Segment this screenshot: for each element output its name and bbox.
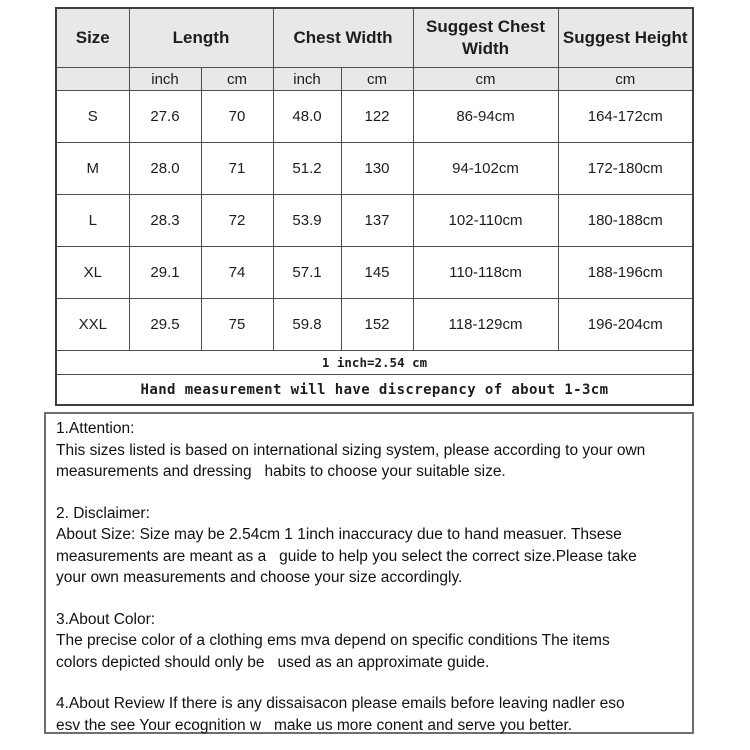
suggest-height-cell: 180-188cm [557,194,694,247]
suggest-height-cell: 188-196cm [557,246,694,299]
size-cell: M [55,142,130,195]
chest-cm-cell: 122 [340,90,414,143]
length-inch-cell: 28.0 [128,142,202,195]
note-about-review: 4.About Review If there is any dissaisac… [56,695,625,734]
suggest-chest-cell: 118-129cm [412,298,559,351]
note-attention: 1.Attention: This sizes listed is based … [56,420,646,480]
table-row-l: L 28.3 72 53.9 137 102-110cm 180-188cm [55,194,694,247]
table-subheader-row: inch cm inch cm cm cm [55,67,694,91]
subheader-unit-cell: cm [340,67,414,91]
notes-box: 1.Attention: This sizes listed is based … [44,412,694,734]
subheader-unit-cell: inch [272,67,342,91]
suggest-chest-cell: 110-118cm [412,246,559,299]
note-about-color: 3.About Color: The precise color of a cl… [56,610,610,671]
size-cell: XXL [55,298,130,351]
chest-cm-cell: 152 [340,298,414,351]
chest-inch-cell: 59.8 [272,298,342,351]
chest-cm-cell: 130 [340,142,414,195]
suggest-chest-cell: 86-94cm [412,90,559,143]
suggest-height-cell: 172-180cm [557,142,694,195]
header-suggest-height: Suggest Height [557,7,694,68]
chest-inch-cell: 51.2 [272,142,342,195]
size-cell: L [55,194,130,247]
note-disclaimer: 2. Disclaimer: About Size: Size may be 2… [56,504,637,587]
table-row-xxl: XXL 29.5 75 59.8 152 118-129cm 196-204cm [55,298,694,351]
size-cell: S [55,90,130,143]
chest-inch-cell: 57.1 [272,246,342,299]
hand-measurement-note: Hand measurement will have discrepancy o… [55,374,694,406]
table-row-s: S 27.6 70 48.0 122 86-94cm 164-172cm [55,90,694,143]
suggest-height-cell: 164-172cm [557,90,694,143]
table-row-m: M 28.0 71 51.2 130 94-102cm 172-180cm [55,142,694,195]
table-row-xl: XL 29.1 74 57.1 145 110-118cm 188-196cm [55,246,694,299]
suggest-height-cell: 196-204cm [557,298,694,351]
subheader-unit-cell: cm [412,67,559,91]
subheader-unit-cell: cm [557,67,694,91]
header-chest-width: Chest Width [272,7,414,68]
chest-inch-cell: 48.0 [272,90,342,143]
length-inch-cell: 27.6 [128,90,202,143]
chest-inch-cell: 53.9 [272,194,342,247]
size-chart-table: Size Length Chest Width Suggest Chest Wi… [55,7,695,406]
header-size: Size [55,7,130,68]
length-inch-cell: 28.3 [128,194,202,247]
subheader-unit-cell: cm [200,67,274,91]
length-cm-cell: 75 [200,298,274,351]
subheader-unit-cell: inch [128,67,202,91]
length-cm-cell: 71 [200,142,274,195]
size-cell: XL [55,246,130,299]
chest-cm-cell: 145 [340,246,414,299]
hand-measurement-row: Hand measurement will have discrepancy o… [55,374,694,406]
length-inch-cell: 29.1 [128,246,202,299]
subheader-size-cell [55,67,130,91]
suggest-chest-cell: 94-102cm [412,142,559,195]
header-suggest-chest-width: Suggest Chest Width [412,7,559,68]
header-length: Length [128,7,274,68]
table-header-row: Size Length Chest Width Suggest Chest Wi… [55,7,694,68]
chest-cm-cell: 137 [340,194,414,247]
length-cm-cell: 74 [200,246,274,299]
length-cm-cell: 70 [200,90,274,143]
inch-conversion-note: 1 inch=2.54 cm [55,350,694,375]
length-inch-cell: 29.5 [128,298,202,351]
inch-conversion-row: 1 inch=2.54 cm [55,350,694,375]
length-cm-cell: 72 [200,194,274,247]
suggest-chest-cell: 102-110cm [412,194,559,247]
